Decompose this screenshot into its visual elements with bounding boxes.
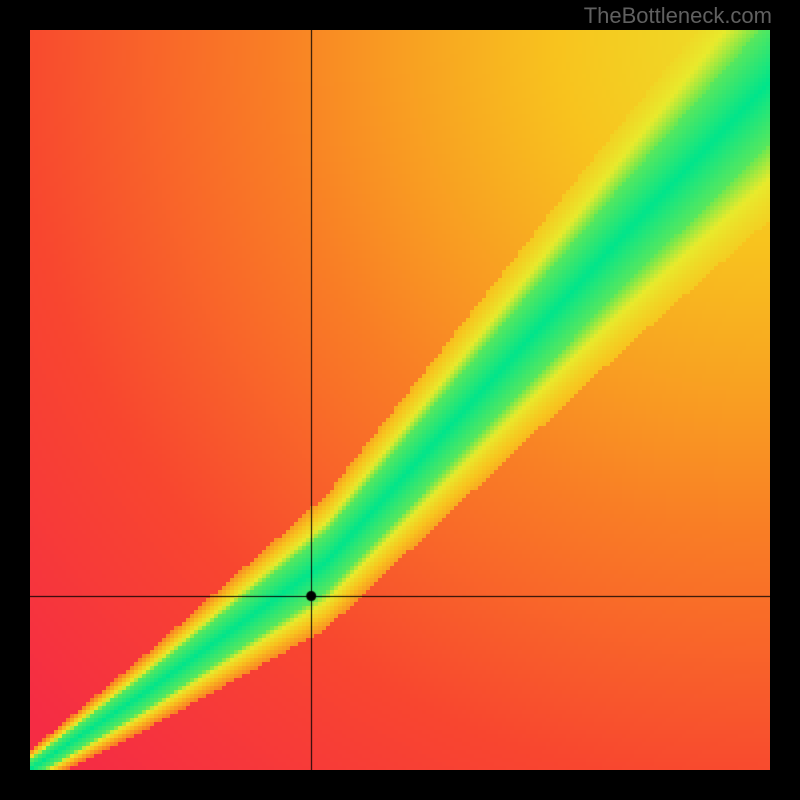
chart-container: TheBottleneck.com <box>0 0 800 800</box>
crosshair-overlay <box>30 30 770 770</box>
watermark-text: TheBottleneck.com <box>584 3 772 29</box>
